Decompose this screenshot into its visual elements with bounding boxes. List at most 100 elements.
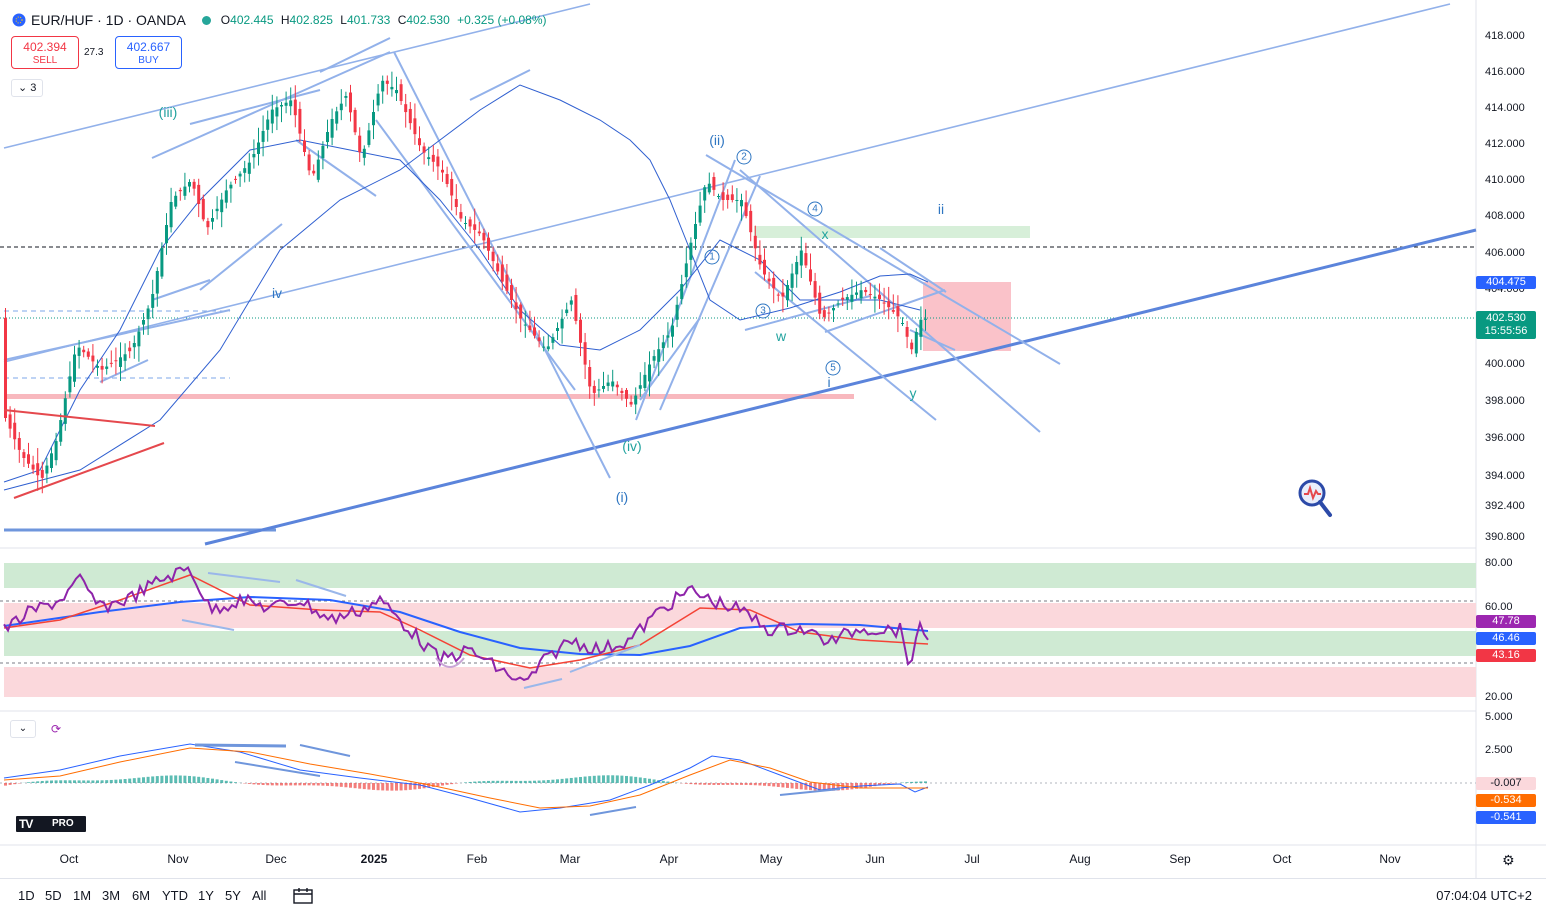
candle xyxy=(367,122,371,148)
wave-label: (i) xyxy=(615,489,629,505)
candle xyxy=(119,342,122,382)
candle xyxy=(735,188,739,213)
macd-bar xyxy=(418,783,421,789)
macd-bar xyxy=(721,783,725,785)
timeframe-button[interactable]: 5Y xyxy=(225,888,241,903)
macd-bar xyxy=(4,783,7,786)
tradingview-logo: TV PRO xyxy=(16,816,86,832)
candle xyxy=(767,271,771,289)
macd-bar xyxy=(367,783,371,790)
candle xyxy=(275,96,279,131)
candle xyxy=(408,102,412,130)
macd-bar xyxy=(247,783,251,784)
macd-bar xyxy=(431,783,435,787)
eu-flag-icon xyxy=(12,13,26,27)
settings-gear-icon[interactable]: ⚙ xyxy=(1502,852,1515,868)
candle xyxy=(372,99,375,140)
clock[interactable]: 07:04:04 UTC+2 xyxy=(1436,888,1532,903)
macd-bar xyxy=(303,783,306,786)
candle xyxy=(919,306,923,351)
candle xyxy=(606,374,610,392)
macd-bar xyxy=(707,783,711,785)
macd-bar xyxy=(565,778,569,783)
timeframe-button[interactable]: 1D xyxy=(18,888,35,903)
macd-bar xyxy=(611,775,615,783)
candle xyxy=(13,408,17,450)
time-axis-label: Oct xyxy=(59,852,79,866)
macd-bar xyxy=(114,779,118,783)
macd-bar xyxy=(86,780,90,783)
candle xyxy=(293,85,297,128)
candle xyxy=(740,193,743,221)
candle xyxy=(514,286,518,324)
candle xyxy=(666,322,670,348)
indicators-collapse-button[interactable]: ⌄ 3 xyxy=(11,79,44,97)
candle xyxy=(841,287,845,306)
pane-collapse-button[interactable]: ⌄ xyxy=(10,720,36,738)
macd-bar xyxy=(330,783,334,787)
macd-bar xyxy=(68,780,72,783)
candle xyxy=(215,196,219,220)
macd-bar xyxy=(832,783,835,791)
candle xyxy=(652,349,656,369)
ohlc-values: O402.445 H402.825 L401.733 C402.530 +0.3… xyxy=(220,13,547,27)
time-axis-label: Nov xyxy=(1379,852,1401,866)
candle xyxy=(427,146,431,166)
candle xyxy=(772,271,776,304)
candle xyxy=(229,181,233,203)
macd-tag: -0.541 xyxy=(1476,811,1536,824)
timeframe-button[interactable]: 5D xyxy=(45,888,62,903)
sell-button[interactable]: 402.394 SELL xyxy=(11,36,79,69)
macd-bar xyxy=(353,783,357,789)
macd-bar xyxy=(335,783,339,787)
candle xyxy=(698,191,702,226)
candle xyxy=(289,87,293,116)
candle xyxy=(114,347,118,375)
macd-bar xyxy=(266,783,270,786)
macd-bar xyxy=(638,777,642,783)
candle xyxy=(211,209,214,230)
candle xyxy=(694,211,697,250)
timeframe-button[interactable]: YTD xyxy=(162,888,188,903)
refresh-icon[interactable]: ⟳ xyxy=(50,722,62,736)
price-axis-label: 400.000 xyxy=(1485,358,1525,370)
macd-bar xyxy=(514,780,518,783)
macd-bar xyxy=(698,783,702,785)
timeframe-button[interactable]: 1Y xyxy=(198,888,214,903)
macd-bar xyxy=(31,781,35,783)
candle xyxy=(188,179,191,193)
macd-divergence-lines xyxy=(194,743,841,816)
candle xyxy=(873,284,877,313)
macd-bar xyxy=(13,783,17,785)
candle xyxy=(155,267,159,307)
price-axis-label: 418.000 xyxy=(1485,30,1525,42)
macd-bar xyxy=(652,779,656,783)
macd-bar xyxy=(229,781,233,783)
timeframe-button[interactable]: 1M xyxy=(73,888,92,903)
timeframe-button[interactable]: 3M xyxy=(102,888,121,903)
candle xyxy=(266,110,270,142)
macd-bar xyxy=(441,783,444,786)
buy-button[interactable]: 402.667 BUY xyxy=(115,36,182,69)
price-tag-high: 404.475 xyxy=(1476,276,1536,289)
macd-bar xyxy=(790,783,794,789)
candle xyxy=(234,175,237,184)
candle xyxy=(579,313,582,357)
macd-bar xyxy=(776,783,780,787)
date-range-icon[interactable] xyxy=(292,887,314,905)
time-axis-label: Aug xyxy=(1069,852,1091,866)
macd-bar xyxy=(592,775,596,783)
timeframe-button[interactable]: All xyxy=(252,888,267,903)
timeframe-button[interactable]: 6M xyxy=(132,888,151,903)
macd-bar xyxy=(100,780,104,783)
wave-label: x xyxy=(821,226,829,242)
macd-bar xyxy=(137,777,141,783)
candle xyxy=(128,341,132,359)
symbol-title[interactable]: EUR/HUF · 1D · OANDA xyxy=(31,12,186,28)
macd-tag: -0.007 xyxy=(1476,777,1536,790)
candle xyxy=(91,344,95,373)
magnifier-icon[interactable] xyxy=(1297,479,1333,519)
macd-bar xyxy=(169,775,173,783)
macd-bar xyxy=(160,775,164,783)
